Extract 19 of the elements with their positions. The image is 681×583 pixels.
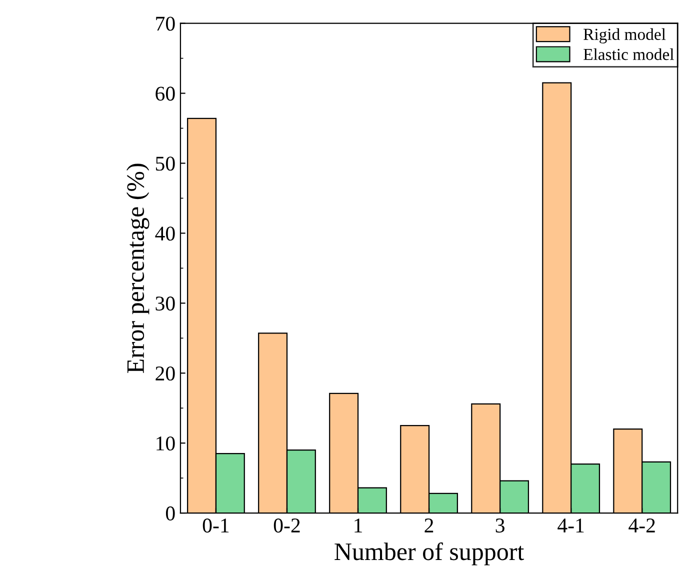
y-axis-title: Error percentage (%) bbox=[126, 164, 150, 373]
x-tick-label: 4-1 bbox=[558, 518, 584, 532]
y-tick-label: 70 bbox=[156, 16, 175, 31]
y-tick-label: 60 bbox=[156, 86, 175, 101]
legend-label: Elastic model bbox=[584, 48, 674, 60]
y-tick-label: 40 bbox=[155, 226, 175, 241]
y-tick-label: 30 bbox=[156, 296, 175, 311]
y-tick-label: 10 bbox=[156, 436, 175, 451]
legend-label: Rigid model bbox=[584, 28, 666, 44]
x-tick-label: 1 bbox=[354, 518, 362, 532]
x-tick-label: 4-2 bbox=[628, 518, 655, 532]
y-tick-label: 20 bbox=[156, 366, 175, 381]
x-tick-label: 3 bbox=[496, 518, 504, 533]
y-tick-label: 50 bbox=[156, 156, 175, 171]
x-tick-label: 0-2 bbox=[274, 518, 300, 533]
x-tick-label: 2 bbox=[424, 518, 434, 532]
x-tick-label: 0-1 bbox=[202, 518, 229, 533]
x-axis-title: Number of support bbox=[334, 542, 524, 566]
y-tick-label: 0 bbox=[166, 506, 175, 520]
